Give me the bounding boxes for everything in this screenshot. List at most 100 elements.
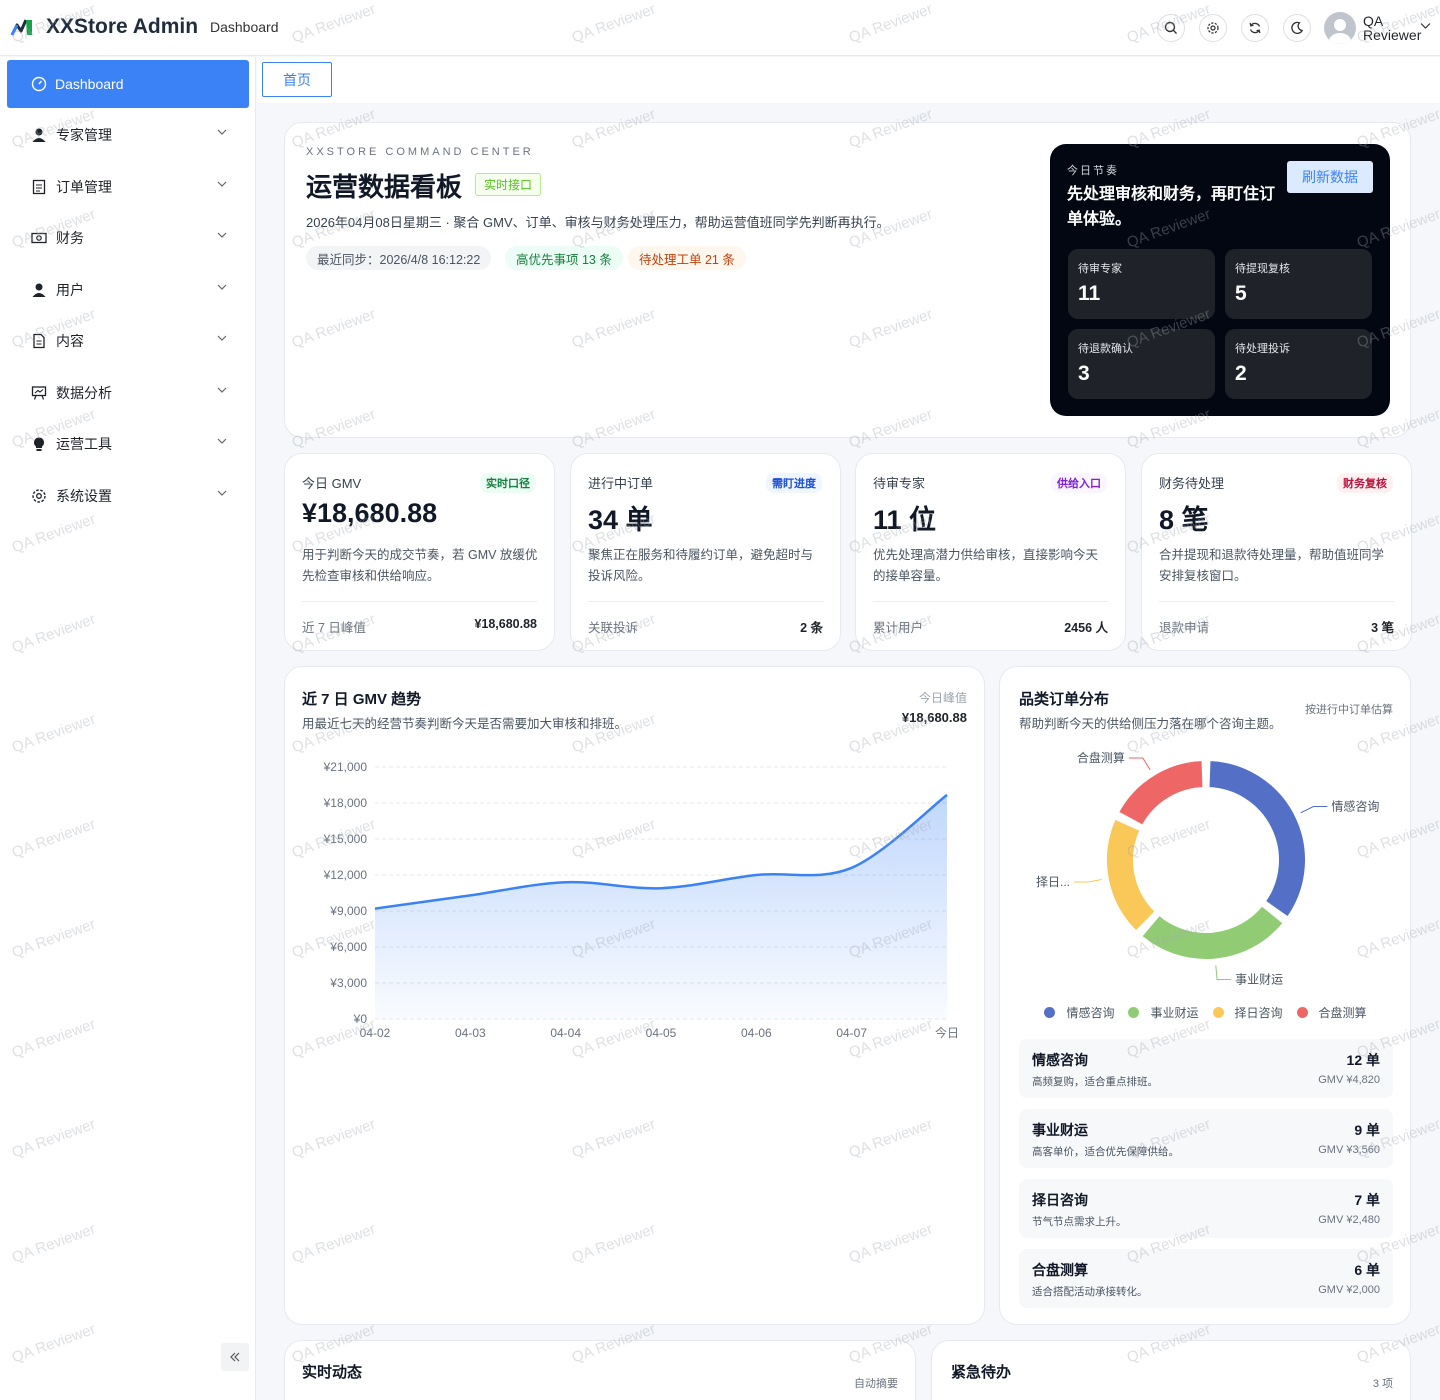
category-row[interactable]: 事业财运 高客单价，适合优先保障供给。 9 单 GMV ¥3,560 — [1019, 1109, 1393, 1168]
kpi-badge: 财务复核 — [1337, 473, 1393, 493]
sidebar-item-label: 内容 — [56, 333, 84, 349]
legend-item[interactable]: 情感咨询 — [1044, 1004, 1114, 1021]
category-count: 7 单 — [1354, 1192, 1380, 1208]
refresh-button[interactable] — [1241, 14, 1269, 42]
kpi-label: 进行中订单 — [588, 476, 654, 491]
category-count: 12 单 — [1346, 1052, 1380, 1068]
chevron-down-icon — [217, 490, 227, 496]
category-row[interactable]: 合盘测算 适合搭配活动承接转化。 6 单 GMV ¥2,000 — [1019, 1249, 1393, 1308]
tab-bar: 首页 — [257, 57, 1440, 103]
series-area — [375, 794, 947, 1019]
stat-tile[interactable]: 待提现复核 5 — [1225, 249, 1372, 319]
gear-icon — [1207, 22, 1219, 34]
stat-value: 5 — [1235, 282, 1247, 305]
gmv-trend-chart[interactable]: ¥0 ¥3,000 ¥6,000 ¥9,000 ¥12,000 ¥15,000 ¥18,00… — [285, 755, 984, 1045]
category-desc: 高客单价，适合优先保障供给。 — [1032, 1146, 1179, 1158]
hero-description: 2026年04月08日星期三 · 聚合 GMV、订单、审核与财务处理压力，帮助运… — [306, 215, 890, 230]
stat-tile[interactable]: 待退款确认 3 — [1068, 329, 1215, 399]
slice-label: 情感咨询 — [1331, 799, 1379, 814]
sidebar-item-content[interactable]: 内容 — [0, 319, 256, 363]
y-tick-label: ¥6,000 — [329, 940, 367, 954]
avatar[interactable] — [1324, 12, 1356, 44]
legend-label: 合盘测算 — [1318, 1006, 1367, 1020]
breadcrumb: Dashboard — [210, 19, 279, 35]
presentation-icon — [31, 385, 47, 401]
stat-value: 11 — [1078, 282, 1101, 305]
page-title: 运营数据看板 — [306, 172, 463, 202]
kpi-foot-label: 累计用户 — [873, 621, 924, 635]
app-title[interactable]: XXStore Admin — [46, 15, 199, 38]
kpi-foot-label: 退款申请 — [1159, 621, 1210, 635]
x-tick-label: 04-05 — [646, 1026, 677, 1040]
sidebar-item-dashboard[interactable]: Dashboard — [7, 60, 249, 108]
sync-time-pill: 最近同步：2026/4/8 16:12:22 — [306, 246, 492, 270]
legend-label: 情感咨询 — [1066, 1006, 1115, 1020]
legend-item[interactable]: 事业财运 — [1128, 1004, 1199, 1021]
kpi-foot-label: 关联投诉 — [588, 621, 639, 635]
chevron-down-icon — [217, 284, 227, 290]
user-name[interactable]: QA Reviewer — [1363, 13, 1422, 43]
divider — [1159, 601, 1394, 602]
sidebar-item-experts[interactable]: 专家管理 — [0, 113, 256, 157]
pending-pill[interactable]: 待处理工单 21 条 — [628, 246, 746, 270]
stat-tile[interactable]: 待审专家 11 — [1068, 249, 1215, 319]
chevron-down-icon — [217, 335, 227, 341]
category-row[interactable]: 情感咨询 高频复购，适合重点排班。 12 单 GMV ¥4,820 — [1019, 1039, 1393, 1098]
legend-dot — [1212, 1007, 1224, 1018]
hero-card: XXSTORE COMMAND CENTER 运营数据看板 实时接口 2026年… — [284, 122, 1411, 438]
slice-leader-line — [1074, 878, 1102, 883]
user-icon — [31, 282, 47, 298]
kpi-label: 待审专家 — [873, 476, 926, 491]
slice-label: 合盘测算 — [1077, 750, 1125, 765]
category-row[interactable]: 择日咨询 节气节点需求上升。 7 单 GMV ¥2,480 — [1019, 1179, 1393, 1238]
sidebar-item-settings[interactable]: 系统设置 — [0, 474, 256, 518]
stat-tile[interactable]: 待处理投诉 2 — [1225, 329, 1372, 399]
kpi-value: ¥18,680.88 — [302, 498, 438, 528]
x-tick-label: 04-03 — [455, 1026, 486, 1040]
settings-button[interactable] — [1199, 14, 1227, 42]
slice-leader-line — [1128, 757, 1151, 771]
kpi-badge: 供给入口 — [1051, 473, 1107, 493]
y-tick-label: ¥12,000 — [323, 868, 368, 882]
sidebar-item-ops-tools[interactable]: 运营工具 — [0, 422, 256, 466]
legend-item[interactable]: 择日咨询 — [1212, 1004, 1283, 1021]
chevron-down-icon[interactable] — [1420, 22, 1431, 30]
today-title: 先处理审核和财务，再盯住订单体验。 — [1067, 186, 1276, 228]
category-gmv: GMV ¥4,820 — [1318, 1074, 1380, 1086]
donut-legend: 情感咨询 事业财运 择日咨询 合盘测算 — [1000, 1004, 1411, 1021]
category-name: 合盘测算 — [1032, 1262, 1088, 1278]
user-icon — [31, 127, 47, 143]
sidebar-collapse-button[interactable] — [221, 1343, 249, 1371]
theme-toggle-button[interactable] — [1283, 14, 1311, 42]
peak-label: 今日峰值 — [918, 691, 967, 705]
sidebar: Dashboard 专家管理 订单管理 财务 用户 内容 数据分析 运营工具 系… — [0, 57, 256, 1400]
live-tag: 实时接口 — [475, 173, 542, 196]
today-panel: 今日节奏 先处理审核和财务，再盯住订单体验。 刷新数据 待审专家 11 待提现复… — [1050, 144, 1390, 416]
sidebar-item-analytics[interactable]: 数据分析 — [0, 371, 256, 415]
category-name: 择日咨询 — [1032, 1192, 1088, 1208]
sidebar-item-label: 用户 — [56, 282, 84, 298]
gear-icon — [31, 488, 47, 504]
kpi-badge: 需盯进度 — [766, 473, 822, 493]
search-button[interactable] — [1157, 14, 1185, 42]
x-tick-label: 04-07 — [836, 1026, 867, 1040]
donut-slice — [1207, 759, 1307, 919]
sidebar-item-label: 订单管理 — [56, 179, 112, 195]
sidebar-item-users[interactable]: 用户 — [0, 268, 256, 312]
app-logo-icon[interactable] — [10, 16, 38, 38]
document-icon — [31, 179, 47, 195]
legend-label: 事业财运 — [1150, 1006, 1199, 1020]
refresh-data-button[interactable]: 刷新数据 — [1287, 161, 1373, 193]
category-count: 6 单 — [1354, 1262, 1380, 1278]
urgent-card: 紧急待办 3 项 — [931, 1340, 1411, 1400]
divider — [873, 601, 1108, 602]
legend-item[interactable]: 合盘测算 — [1296, 1004, 1367, 1021]
tab-home[interactable]: 首页 — [262, 62, 332, 97]
sidebar-item-finance[interactable]: 财务 — [0, 216, 256, 260]
trend-title: 近 7 日 GMV 趋势 — [302, 691, 422, 708]
priority-pill[interactable]: 高优先事项 13 条 — [505, 246, 623, 270]
sidebar-item-orders[interactable]: 订单管理 — [0, 165, 256, 209]
kpi-card-orders: 进行中订单 需盯进度 34 单 聚焦正在服务和待履约订单，避免超时与投诉风险。 … — [570, 453, 841, 651]
slice-label: 事业财运 — [1235, 972, 1283, 986]
